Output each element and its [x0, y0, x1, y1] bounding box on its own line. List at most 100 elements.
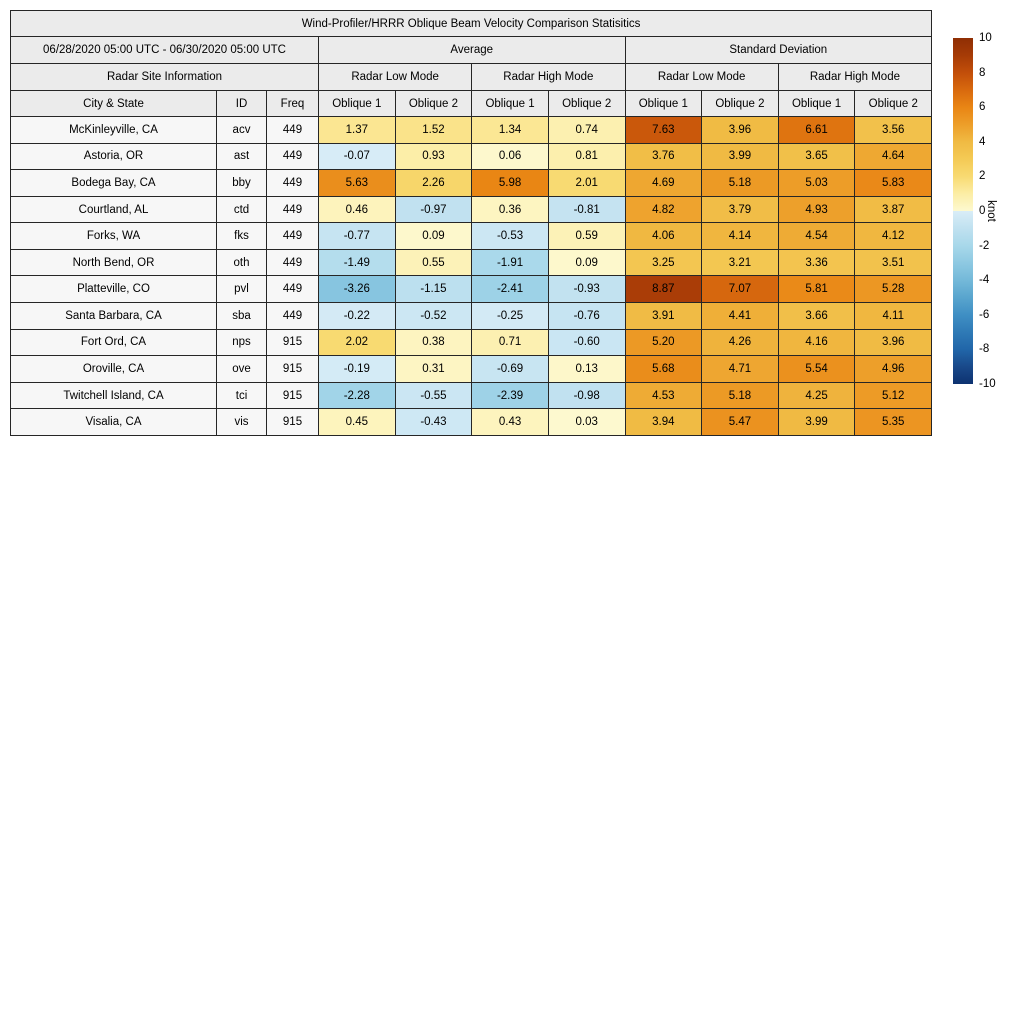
value-cell: 2.26 [394, 169, 473, 197]
value-cell: -1.15 [394, 275, 473, 304]
col-header-oblique: Oblique 2 [394, 90, 473, 117]
value-cell: 3.96 [854, 328, 933, 357]
value-cell: 5.18 [701, 169, 779, 197]
value-cell: 8.87 [624, 275, 703, 304]
value-cell: -0.77 [318, 222, 396, 250]
city-cell: Santa Barbara, CA [10, 302, 217, 330]
value-cell: 0.43 [471, 408, 549, 436]
value-cell: 4.82 [624, 195, 703, 224]
value-cell: 5.54 [777, 355, 856, 383]
site-info-header: Radar Site Information [10, 63, 319, 91]
value-cell: 2.02 [318, 328, 396, 357]
value-cell: 4.14 [701, 222, 779, 250]
value-cell: 4.12 [854, 222, 933, 250]
table-row: McKinleyville, CA acv 449 1.37 1.52 1.34 0.74 7… [10, 116, 933, 144]
table-row: Visalia, CA vis 915 0.45 -0.43 0.43 0.03 3.94 5.… [10, 408, 933, 436]
value-cell: -0.07 [318, 142, 396, 171]
id-cell: sba [216, 302, 267, 330]
freq-cell: 449 [266, 302, 319, 330]
value-cell: 0.59 [547, 222, 626, 250]
id-cell: ctd [216, 195, 267, 224]
title-row: Wind-Profiler/HRRR Oblique Beam Velocity… [9, 10, 933, 37]
freq-cell: 449 [266, 195, 319, 224]
colorbar-tick-label: 10 [979, 32, 992, 44]
value-cell: -0.60 [547, 328, 626, 357]
table-row: Forks, WA fks 449 -0.77 0.09 -0.53 0.59 4.06 4.1… [10, 222, 933, 250]
value-cell: 4.69 [624, 169, 703, 197]
value-cell: 5.63 [318, 169, 396, 197]
table-row: Bodega Bay, CA bby 449 5.63 2.26 5.98 2.01 4.69… [10, 169, 933, 197]
value-cell: 3.99 [777, 408, 856, 436]
value-cell: 0.13 [547, 355, 626, 383]
col-header-oblique: Oblique 1 [471, 90, 549, 117]
col-header-city: City & State [10, 90, 217, 117]
col-header-oblique: Oblique 2 [854, 90, 933, 117]
colorbar [953, 38, 973, 384]
column-header-row: City & State ID Freq Oblique 1 Oblique 2… [10, 90, 933, 117]
value-cell: -0.43 [394, 408, 473, 436]
value-cell: 0.09 [394, 222, 473, 250]
value-cell: 3.56 [854, 116, 933, 144]
value-cell: -2.39 [471, 381, 549, 410]
value-cell: 3.79 [701, 195, 779, 224]
freq-cell: 915 [266, 328, 319, 357]
value-cell: -2.41 [471, 275, 549, 304]
freq-cell: 915 [266, 355, 319, 383]
value-cell: 3.99 [701, 142, 779, 171]
value-cell: 3.91 [624, 302, 703, 330]
value-cell: 4.53 [624, 381, 703, 410]
value-cell: -3.26 [318, 275, 396, 304]
value-cell: -0.22 [318, 302, 396, 330]
value-cell: 4.06 [624, 222, 703, 250]
value-cell: 5.12 [854, 381, 933, 410]
freq-cell: 449 [266, 142, 319, 171]
id-cell: nps [216, 328, 267, 357]
id-cell: tci [216, 381, 267, 410]
value-cell: 0.46 [318, 195, 396, 224]
value-cell: 4.26 [701, 328, 779, 357]
table-row: Fort Ord, CA nps 915 2.02 0.38 0.71 -0.60 5.20 4… [10, 328, 933, 357]
table-row: Santa Barbara, CA sba 449 -0.22 -0.52 -0.25 -0… [10, 302, 933, 330]
id-cell: oth [216, 248, 267, 277]
value-cell: -0.76 [547, 302, 626, 330]
value-cell: 5.47 [701, 408, 779, 436]
std-group-header: Standard Deviation [624, 36, 933, 64]
colorbar-unit-label: knot [985, 200, 997, 222]
value-cell: -1.49 [318, 248, 396, 277]
value-cell: 4.54 [777, 222, 856, 250]
freq-cell: 449 [266, 275, 319, 304]
value-cell: 3.94 [624, 408, 703, 436]
value-cell: 1.37 [318, 116, 396, 144]
value-cell: 0.36 [471, 195, 549, 224]
date-range-cell: 06/28/2020 05:00 UTC - 06/30/2020 05:00 … [10, 36, 319, 64]
col-header-oblique: Oblique 1 [624, 90, 703, 117]
freq-cell: 449 [266, 222, 319, 250]
value-cell: -0.97 [394, 195, 473, 224]
value-cell: -0.69 [471, 355, 549, 383]
value-cell: 0.71 [471, 328, 549, 357]
colorbar-tick-label: 0 [979, 205, 986, 217]
table-row: Astoria, OR ast 449 -0.07 0.93 0.06 0.81 3.76 3.… [10, 142, 933, 171]
value-cell: 3.25 [624, 248, 703, 277]
value-cell: 3.87 [854, 195, 933, 224]
id-cell: fks [216, 222, 267, 250]
value-cell: 7.63 [624, 116, 703, 144]
id-cell: acv [216, 116, 267, 144]
value-cell: -0.19 [318, 355, 396, 383]
value-cell: 4.96 [854, 355, 933, 383]
col-header-oblique: Oblique 1 [318, 90, 396, 117]
value-cell: -0.93 [547, 275, 626, 304]
value-cell: -0.81 [547, 195, 626, 224]
mode-header-avg-high: Radar High Mode [471, 63, 626, 91]
colorbar-tick-label: -8 [979, 343, 990, 356]
colorbar-tick-label: -4 [979, 274, 990, 287]
colorbar-tick-label: 8 [979, 66, 986, 79]
city-cell: Fort Ord, CA [10, 328, 217, 357]
statistics-table: Wind-Profiler/HRRR Oblique Beam Velocity… [9, 10, 933, 436]
value-cell: 2.01 [547, 169, 626, 197]
colorbar-tick-label: 2 [979, 170, 986, 183]
value-cell: 0.03 [547, 408, 626, 436]
value-cell: 5.20 [624, 328, 703, 357]
col-header-freq: Freq [266, 90, 319, 117]
